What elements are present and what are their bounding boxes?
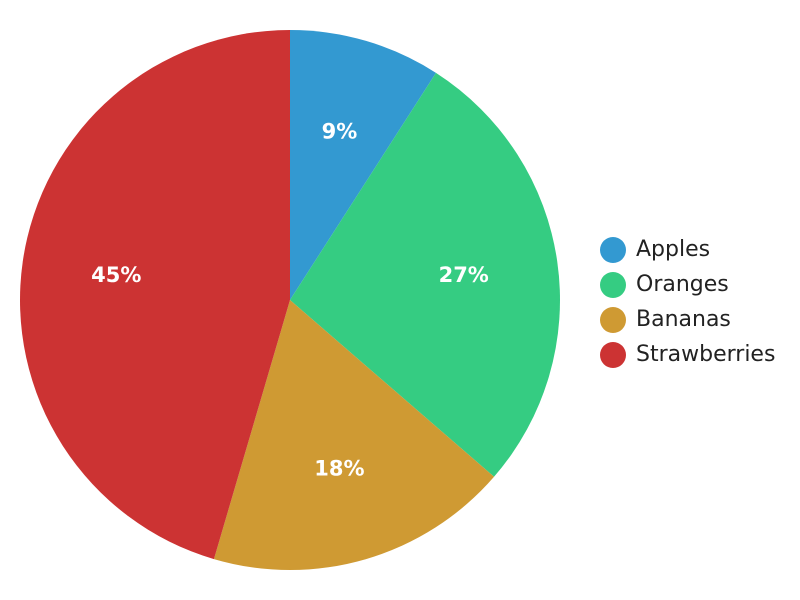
slice-label-bananas: 18%: [314, 456, 364, 480]
legend-label-bananas: Bananas: [636, 307, 731, 332]
legend-label-oranges: Oranges: [636, 272, 729, 297]
legend-label-strawberries: Strawberries: [636, 342, 776, 367]
pie-slice-strawberries: [20, 30, 290, 560]
legend-swatch-apples: [600, 236, 626, 263]
pie-slice-bananas: [213, 300, 495, 570]
legend: Apples Oranges Bananas Strawberries: [600, 232, 795, 372]
legend-label-apples: Apples: [636, 237, 711, 262]
legend-item-bananas: Bananas: [600, 302, 795, 337]
legend-item-oranges: Oranges: [600, 267, 795, 302]
slice-label-oranges: 27%: [439, 263, 489, 287]
slice-label-apples: 9%: [322, 120, 358, 144]
legend-swatch-strawberries: [600, 341, 626, 368]
legend-item-apples: Apples: [600, 232, 795, 267]
slice-label-strawberries: 45%: [91, 263, 141, 287]
pie-slice-oranges: [290, 72, 560, 477]
pie-slice-apples: [290, 30, 436, 300]
legend-swatch-bananas: [600, 306, 626, 333]
legend-swatch-oranges: [600, 271, 626, 298]
legend-item-strawberries: Strawberries: [600, 337, 795, 372]
